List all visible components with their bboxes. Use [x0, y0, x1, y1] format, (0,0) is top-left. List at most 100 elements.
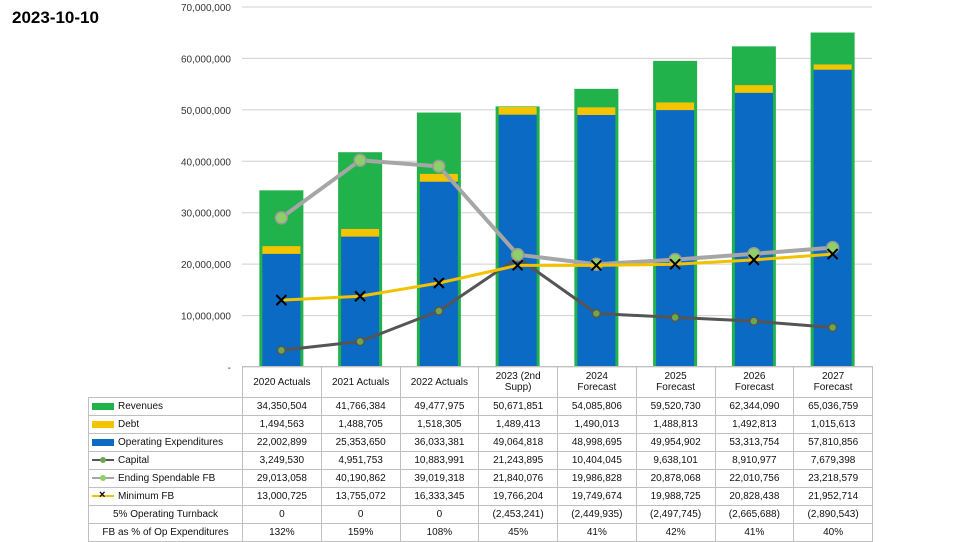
y-tick-label: 20,000,000: [181, 260, 231, 271]
table-cell: 7,679,398: [793, 451, 873, 470]
ending-fb-point: [353, 153, 367, 168]
capital-line: [281, 256, 833, 352]
table-cell: 10,883,991: [399, 451, 480, 470]
legend-swatch: [92, 456, 114, 464]
debt-bar: [577, 107, 616, 116]
table-cell: 20,828,438: [714, 487, 795, 506]
table-cell: 13,755,072: [320, 487, 401, 506]
column-header: 2023 (2nd Supp): [478, 366, 558, 398]
column-header-text: 2020 Actuals: [253, 376, 311, 388]
combo-chart: -10,000,00020,000,00030,000,00040,000,00…: [181, 3, 872, 370]
row-label-text: FB as % of Op Expenditures: [102, 527, 229, 538]
row-label: Debt: [88, 415, 243, 434]
table-cell: 19,988,725: [635, 487, 716, 506]
table-cell: 132%: [242, 523, 322, 542]
capital-point: [749, 316, 759, 326]
table-cell: 19,766,204: [478, 487, 558, 506]
row-label: Capital: [88, 451, 243, 470]
minimum-fb-point: [590, 259, 603, 272]
capital-point: [355, 336, 365, 347]
data-table: 2020 Actuals 2021 Actuals 2022 Actuals 2023…: [88, 366, 873, 542]
debt-bar: [813, 64, 852, 70]
table-cell: 16,333,345: [399, 487, 480, 506]
date-label: 2023-10-10: [12, 8, 99, 27]
table-cell: 49,954,902: [635, 433, 716, 452]
table-cell: 65,036,759: [793, 397, 873, 416]
y-tick-label: 40,000,000: [181, 157, 231, 168]
opex-bar: [813, 69, 852, 368]
table-cell: 0: [242, 505, 322, 524]
dot-marker-icon: [100, 475, 106, 482]
row-label: Ending Spendable FB: [88, 469, 243, 488]
x-marker-icon: ×: [99, 489, 106, 502]
legend-swatch: [92, 474, 114, 482]
opex-bar: [419, 181, 458, 367]
table-row: Operating Expenditures 22,002,899 25,353,6…: [88, 433, 873, 452]
table-cell: (2,890,543): [793, 505, 873, 524]
table-cell: 40%: [793, 523, 873, 542]
column-header-text: Forecast: [734, 382, 774, 393]
row-label-text: 5% Operating Turnback: [112, 509, 219, 520]
capital-point: [591, 308, 602, 319]
table-cell: 1,494,563: [242, 415, 322, 434]
table-cell: 22,010,756: [714, 469, 795, 488]
column-header: 2020 Actuals: [242, 366, 322, 398]
table-cell: 8,910,977: [714, 451, 795, 470]
ending-fb-point: [274, 211, 289, 225]
lines: [274, 153, 840, 356]
table-cell: (2,665,688): [714, 505, 795, 524]
table-corner: [88, 366, 243, 398]
table-cell: 1,488,813: [635, 415, 716, 434]
column-header-text: Forecast: [656, 382, 696, 393]
table-cell: 62,344,090: [714, 397, 795, 416]
row-label-text: Capital: [118, 455, 150, 466]
table-cell: 20,878,068: [635, 469, 716, 488]
table-cell: 41%: [557, 523, 637, 542]
table-cell: 1,489,413: [478, 415, 558, 434]
table-cell: 59,520,730: [635, 397, 716, 416]
debt-bar: [656, 102, 695, 111]
opex-bar: [341, 236, 380, 367]
row-label: 5% Operating Turnback: [88, 505, 243, 524]
table-row: Ending Spendable FB 29,013,058 40,190,862 3…: [88, 469, 873, 488]
row-label-text: Ending Spendable FB: [118, 473, 216, 484]
table-cell: 19,986,828: [557, 469, 637, 488]
row-label: × Minimum FB: [88, 487, 243, 506]
minimum-fb-line: [281, 252, 833, 302]
table-cell: 1,518,305: [399, 415, 480, 434]
column-header: 2022 Actuals: [399, 366, 480, 398]
ending-fb-point: [432, 159, 446, 174]
table-cell: 22,002,899: [242, 433, 322, 452]
table-row: Revenues 34,350,504 41,766,384 49,477,975 50…: [88, 397, 873, 416]
table-cell: 40,190,862: [320, 469, 401, 488]
table-cell: 57,810,856: [793, 433, 873, 452]
row-label-text: Minimum FB: [118, 491, 175, 502]
table-cell: 19,749,674: [557, 487, 637, 506]
table-cell: 159%: [320, 523, 401, 542]
table-cell: 41%: [714, 523, 795, 542]
table-cell: 41,766,384: [320, 397, 401, 416]
debt-bar: [734, 85, 773, 93]
opex-bar: [577, 115, 616, 367]
column-header-text: 2025: [664, 371, 687, 382]
table-cell: 1,488,705: [320, 415, 401, 434]
row-label-text: Revenues: [118, 401, 164, 412]
table-row: 5% Operating Turnback 0 0 0 (2,453,241) (2,44…: [88, 505, 873, 524]
legend-swatch: [92, 402, 114, 410]
table-cell: 1,492,813: [714, 415, 795, 434]
column-header-text: 2023 (2nd: [495, 371, 541, 382]
table-row: Capital 3,249,530 4,951,753 10,883,991 21,24…: [88, 451, 873, 470]
ending-fb-point: [510, 247, 525, 262]
legend-swatch: ×: [92, 489, 114, 502]
column-header-text: 2022 Actuals: [410, 376, 468, 388]
table-cell: 1,015,613: [793, 415, 873, 434]
capital-point: [276, 345, 287, 356]
column-header: 2024 Forecast: [557, 366, 637, 398]
row-label: Operating Expenditures: [88, 433, 243, 452]
table-cell: 4,951,753: [320, 451, 401, 470]
legend-swatch: [92, 420, 114, 428]
minimum-fb-point: [669, 258, 681, 270]
table-cell: 10,404,045: [557, 451, 637, 470]
table-cell: (2,497,745): [635, 505, 716, 524]
minimum-fb-point: [354, 290, 366, 302]
